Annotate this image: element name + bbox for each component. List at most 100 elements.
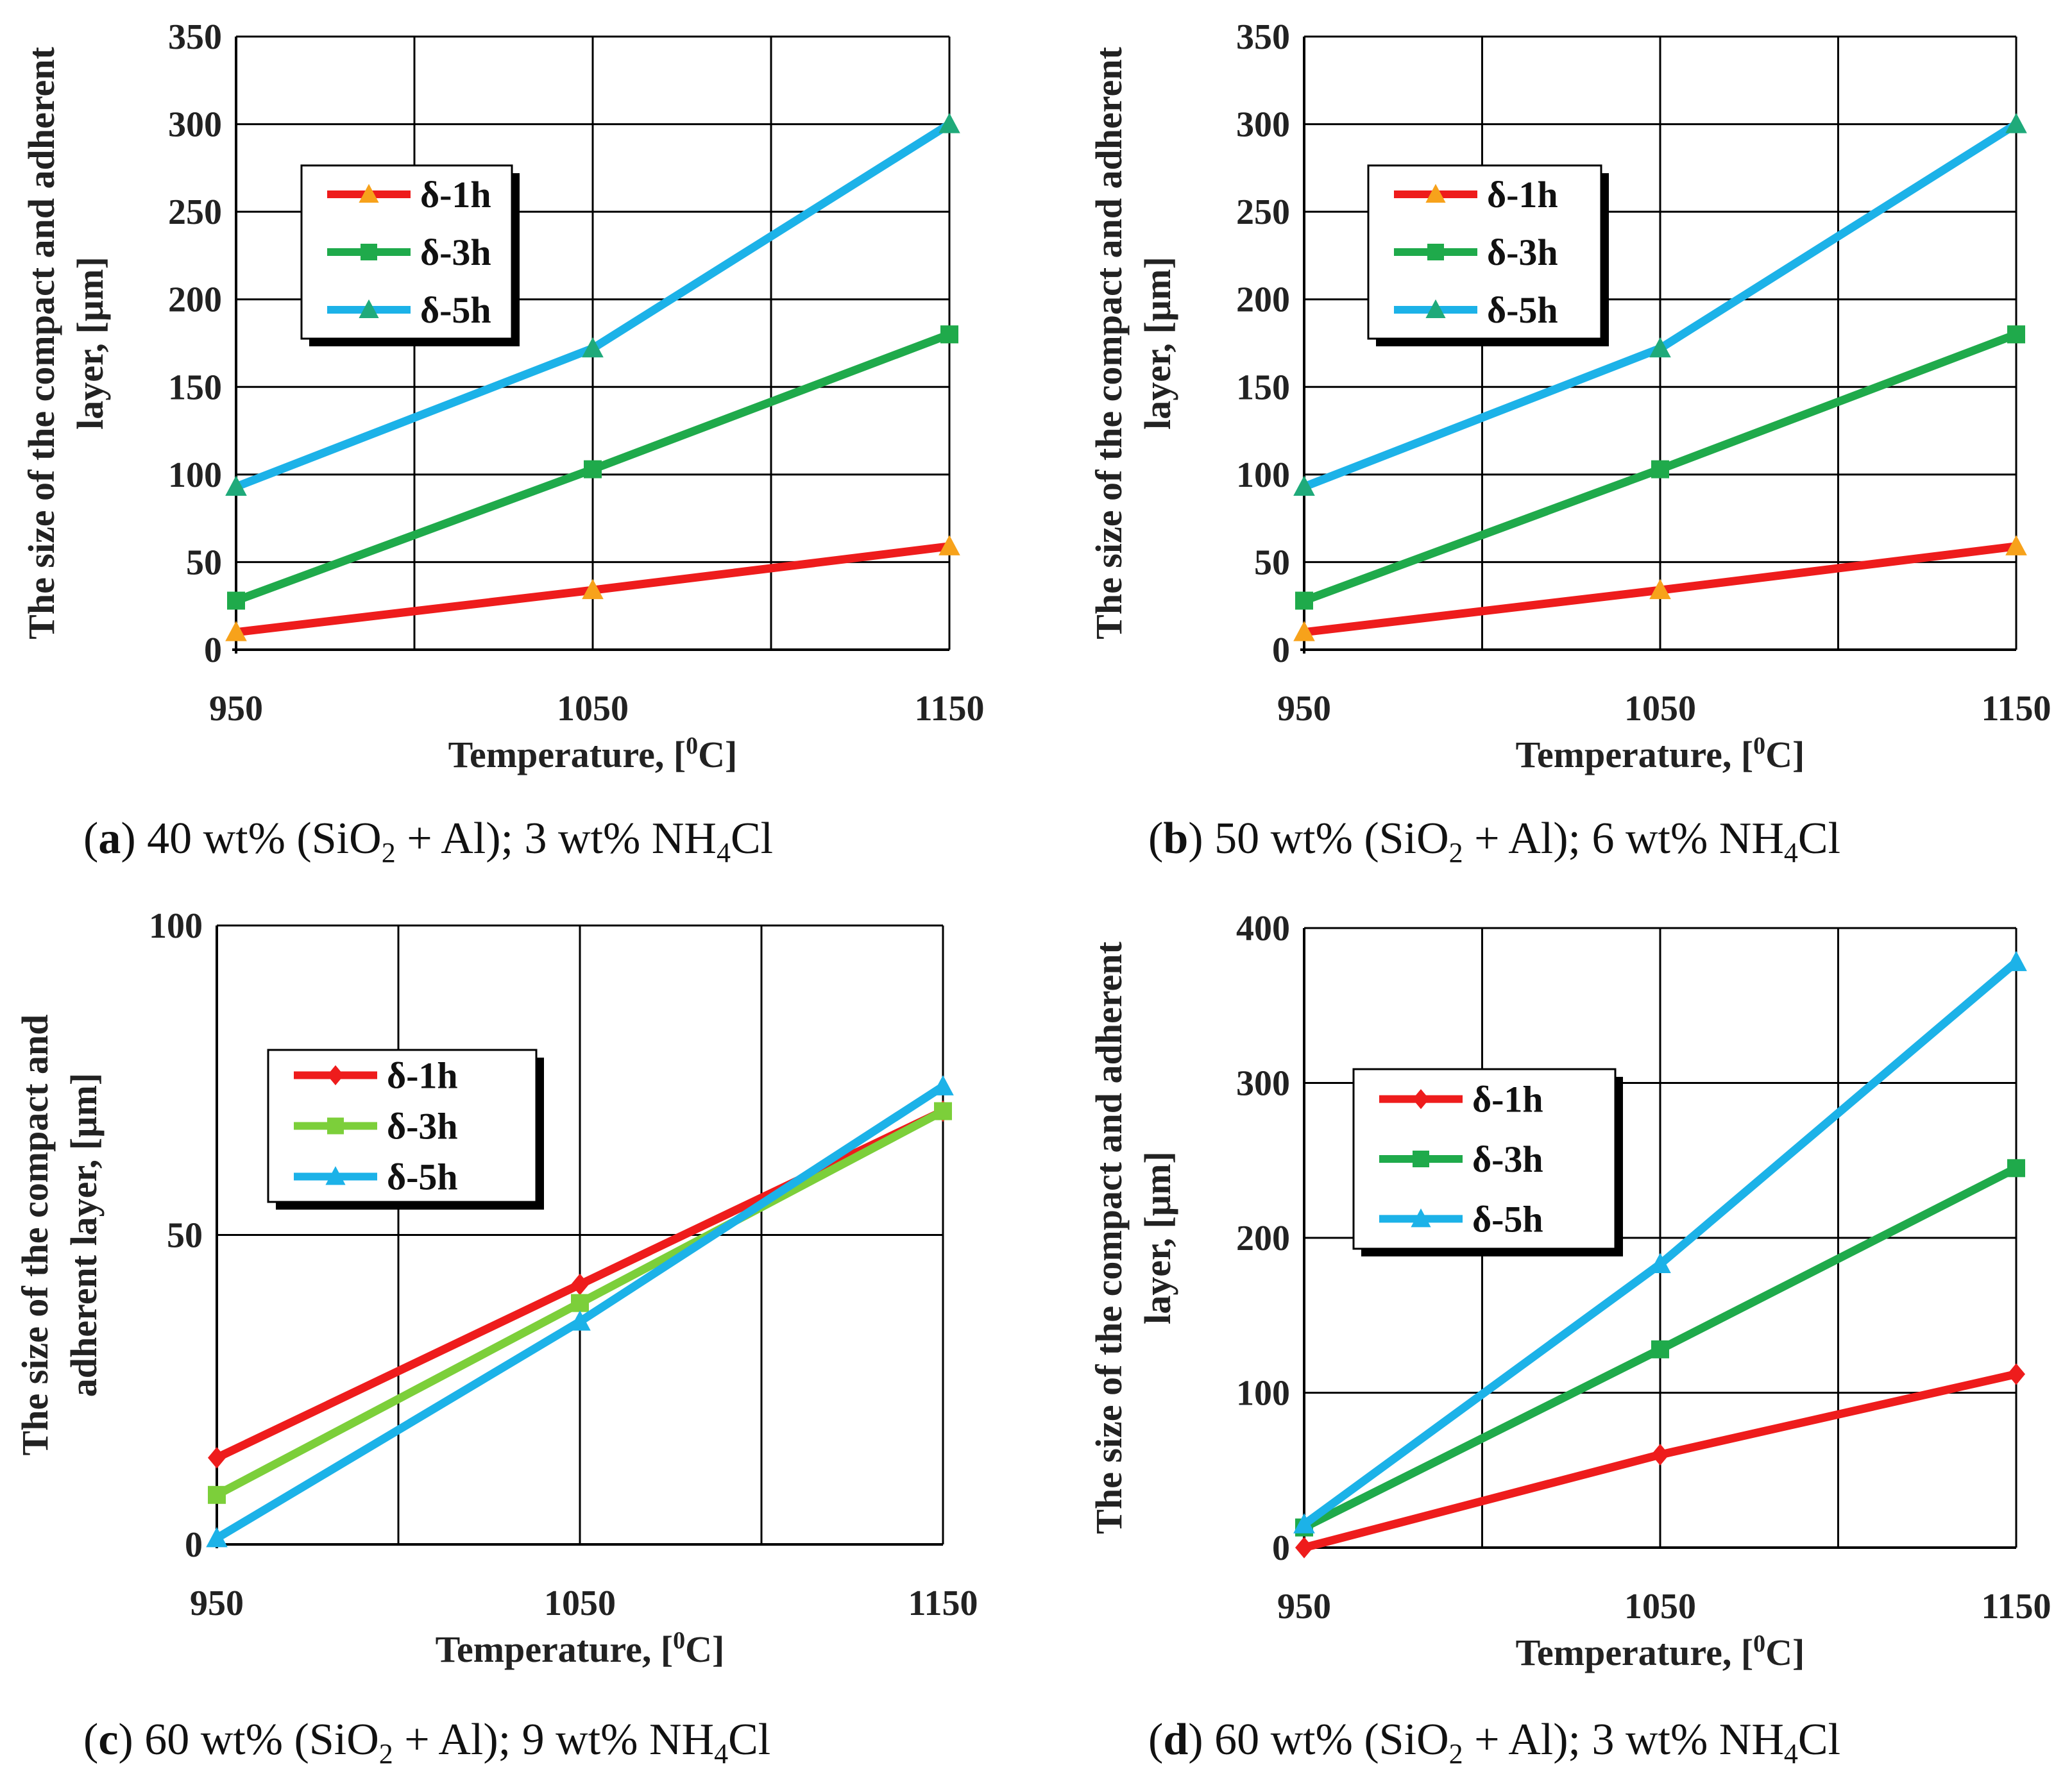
y-tick-label: 50 [167,1216,203,1256]
x-axis-title-sup: 0 [686,732,698,759]
x-tick-label: 950 [209,689,263,729]
x-axis-title: Temperature, [0C] [448,732,738,775]
caption-subscript: 4 [717,837,731,868]
data-point [571,1273,589,1296]
data-point [938,535,960,555]
legend-label: δ-3h [1472,1138,1543,1180]
x-axis-title-text: Temperature, [ [436,1628,674,1670]
data-point [2005,113,2027,133]
caption-paren: ) [1188,1715,1203,1764]
caption-subscript: 2 [1449,1738,1463,1770]
panel-caption: (a) 40 wt% (SiO2 + Al); 3 wt% NH4Cl [83,814,773,868]
caption-text: Cl [731,814,773,863]
legend-marker [1425,183,1446,203]
caption-subscript: 4 [1784,1738,1798,1770]
data-point [1293,1513,1315,1534]
y-axis-title-line: layer, [µm] [1137,1151,1178,1324]
x-tick-label: 1050 [1624,1587,1696,1627]
y-tick-label: 250 [168,192,222,232]
y-tick-label: 50 [186,543,222,582]
x-axis-title: Temperature, [0C] [436,1627,725,1670]
y-tick-label: 0 [1272,1528,1290,1568]
data-point [2007,1159,2025,1178]
data-point [582,337,604,358]
x-axis-title-text: C] [1765,734,1805,775]
y-tick-label: 250 [1236,192,1290,232]
caption-text: 50 wt% (SiO [1203,814,1449,863]
data-point [225,621,247,641]
data-point [569,1310,591,1331]
legend-marker [1413,1151,1429,1167]
data-point [1649,337,1671,358]
data-point [227,591,245,610]
legend-marker [327,1065,344,1086]
data-point [1293,475,1315,496]
y-tick-label: 300 [168,105,222,145]
y-tick-label: 100 [168,455,222,495]
x-tick-label: 1050 [557,689,629,729]
x-axis-title-text: Temperature, [ [1516,1632,1754,1673]
x-tick-label: 950 [1277,689,1331,729]
x-tick-label: 1050 [544,1584,616,1623]
caption-letter: a [98,814,121,863]
legend-label: δ-5h [1487,289,1558,331]
x-axis-title-text: C] [1765,1632,1805,1673]
x-tick-label: 1150 [1982,689,2051,729]
legend-label: δ-1h [420,174,491,215]
caption-text: + Al); 3 wt% NH [1463,1715,1784,1764]
legend-marker [327,1117,344,1135]
legend-label: δ-5h [420,289,491,331]
data-point [932,1075,954,1095]
y-tick-label: 0 [185,1525,203,1565]
data-point [2007,1363,2025,1385]
caption-text: + Al); 6 wt% NH [1463,814,1784,863]
data-point [2005,951,2027,972]
data-point [225,475,247,496]
caption-paren: ) [1188,814,1203,863]
x-axis-title-text: Temperature, [ [1516,734,1754,775]
data-point [1293,621,1315,641]
data-point [1649,1253,1671,1274]
legend-label: δ-3h [420,232,491,273]
y-tick-label: 50 [1254,543,1290,582]
caption-paren: ( [83,1715,98,1764]
x-tick-label: 1150 [908,1584,978,1623]
legend-marker [1427,244,1444,260]
data-point [1649,579,1671,600]
data-point [208,1447,226,1469]
x-tick-label: 1150 [1982,1587,2051,1627]
data-point [206,1526,228,1548]
legend-marker [1413,1089,1429,1110]
data-point [1651,460,1669,478]
caption-subscript: 2 [1449,837,1463,868]
caption-letter: d [1163,1715,1188,1764]
x-axis-title: Temperature, [0C] [1516,1630,1805,1673]
caption-subscript: 2 [379,1738,393,1770]
y-axis-title-line: The size of the compact and [14,1015,56,1456]
data-point [2005,535,2027,555]
caption-text: 60 wt% (SiO [1203,1715,1449,1764]
legend: δ-1h δ-3h δ-5h [1367,164,1609,346]
y-tick-label: 100 [149,906,203,946]
y-tick-label: 200 [1236,1219,1290,1258]
legend: δ-1h δ-3h δ-5h [1352,1068,1623,1256]
caption-text: + Al); 3 wt% NH [396,814,717,863]
legend-marker [325,1166,346,1185]
y-tick-label: 200 [1236,280,1290,320]
chart-panel-2: 0 50 100 150 200 250 300 350 950 1050 1150 Temperat… [1088,17,2051,868]
caption-text: 40 wt% (SiO [136,814,382,863]
data-point [208,1485,226,1504]
panel-caption: (b) 50 wt% (SiO2 + Al); 6 wt% NH4Cl [1148,814,1840,868]
y-axis-title-line: The size of the compact and adherent [21,46,62,639]
x-tick-label: 950 [1277,1587,1331,1627]
x-axis-title: Temperature, [0C] [1516,732,1805,775]
x-axis-title-text: C] [698,734,737,775]
data-point [938,113,960,133]
caption-paren: ( [1148,814,1163,863]
caption-text: Cl [728,1715,770,1764]
panel-caption: (d) 60 wt% (SiO2 + Al); 3 wt% NH4Cl [1148,1715,1840,1770]
y-tick-label: 100 [1236,1374,1290,1414]
x-axis-title-sup: 0 [673,1627,685,1654]
caption-letter: b [1163,814,1188,863]
legend-marker [1411,1208,1431,1228]
